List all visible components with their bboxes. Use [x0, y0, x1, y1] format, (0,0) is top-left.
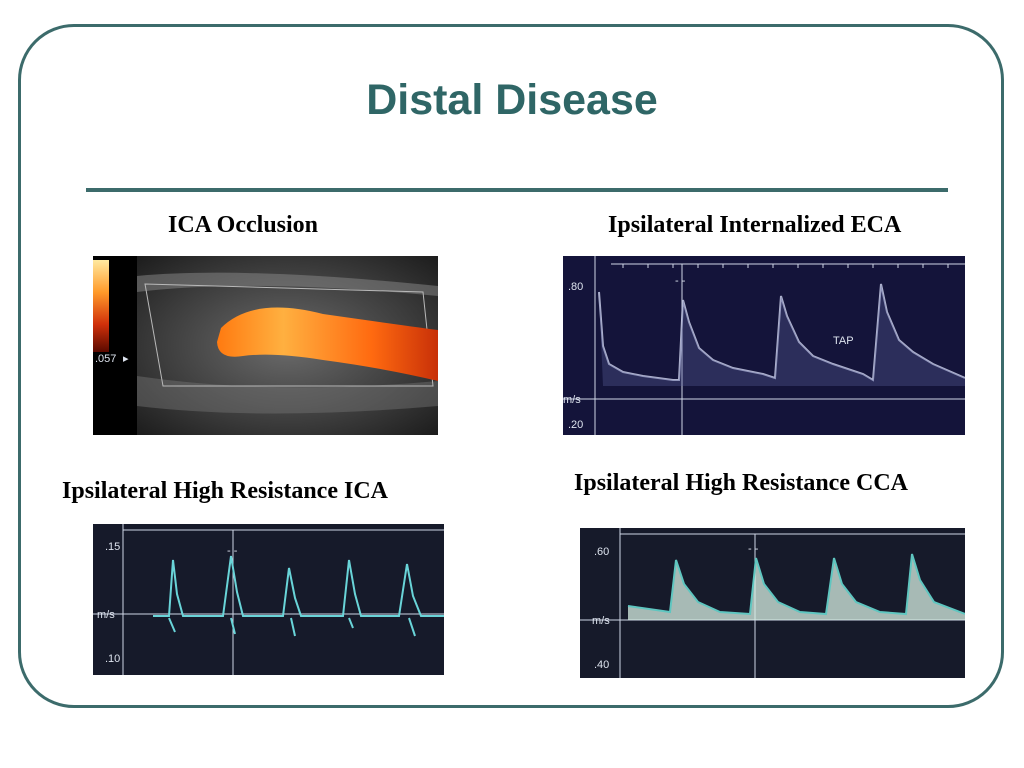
ica-occlusion-image: .057 ▸	[93, 256, 438, 435]
eca-top-label: .80	[568, 281, 583, 293]
cca-waveform	[628, 554, 965, 620]
high-resistance-ica-spectrum: .15 m/s .10 - -	[93, 524, 444, 675]
ica-unit-label: m/s	[97, 609, 115, 621]
ica-cursor-marker: - -	[227, 545, 238, 557]
eca-waveform	[598, 283, 965, 382]
internalized-eca-spectrum: .80 m/s .20 TAP - -	[563, 256, 965, 435]
cca-bottom-label: .40	[594, 659, 609, 671]
caption-high-resistance-ica: Ipsilateral High Resistance ICA	[62, 478, 388, 504]
cursor-marker: - -	[675, 275, 686, 287]
ica-top-label: .15	[105, 541, 120, 553]
caption-ica-occlusion: ICA Occlusion	[168, 212, 319, 238]
scale-arrow-icon: ▸	[123, 353, 129, 365]
ica-bottom-label: .10	[105, 653, 120, 665]
slide-frame	[18, 24, 1004, 708]
eca-unit-label: m/s	[563, 394, 581, 406]
cca-unit-label: m/s	[592, 615, 610, 627]
color-scale-label: .057	[95, 353, 116, 365]
tap-annotation: TAP	[833, 335, 854, 347]
color-flow-region	[217, 307, 438, 381]
high-resistance-cca-spectrum: .60 m/s .40 - -	[580, 528, 965, 678]
slide-title: Distal Disease	[366, 76, 658, 124]
cca-top-label: .60	[594, 546, 609, 558]
cca-cursor-marker: - -	[748, 543, 759, 555]
caption-internalized-eca: Ipsilateral Internalized ECA	[608, 212, 902, 238]
color-scale-bar	[93, 260, 109, 352]
ica-waveform	[153, 555, 444, 617]
eca-bottom-label: .20	[568, 419, 583, 431]
caption-high-resistance-cca: Ipsilateral High Resistance CCA	[574, 470, 908, 496]
title-divider	[86, 188, 948, 192]
